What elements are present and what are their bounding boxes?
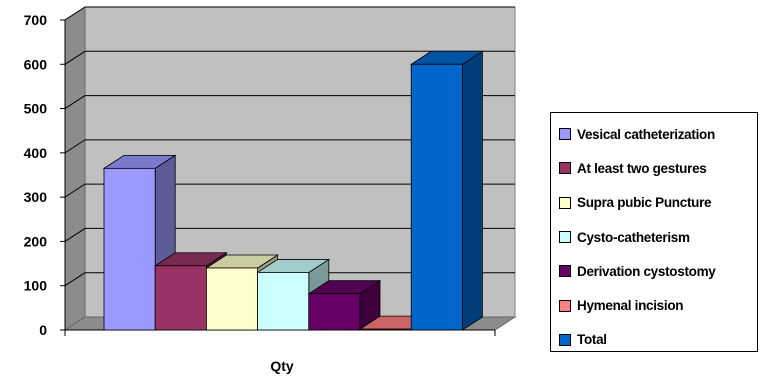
legend-label: Hymenal incision bbox=[577, 298, 684, 314]
gridline-side bbox=[64, 95, 86, 109]
y-tick-label: 600 bbox=[24, 56, 48, 72]
legend-item: Cysto-catheterism bbox=[559, 220, 757, 254]
gridline-side bbox=[64, 139, 86, 154]
y-tick-label: 400 bbox=[24, 145, 48, 161]
legend-item: Vesical catheterization bbox=[559, 117, 757, 151]
legend-swatch bbox=[559, 162, 571, 175]
legend-swatch bbox=[559, 299, 571, 312]
y-tick-labels: 0 100 200 300 400 500 600 700 bbox=[24, 12, 65, 338]
bar-total bbox=[409, 50, 484, 331]
gridline-side bbox=[64, 50, 86, 65]
bar-front bbox=[308, 293, 361, 331]
bar-front bbox=[205, 267, 258, 331]
bar-front bbox=[410, 63, 463, 331]
y-tick-label: 0 bbox=[39, 322, 47, 338]
bar-vesical-catheterization bbox=[102, 154, 177, 331]
y-tick-label: 700 bbox=[24, 12, 48, 28]
bar-front bbox=[359, 328, 412, 331]
legend-label: Derivation cystostomy bbox=[577, 263, 716, 279]
bar-side bbox=[461, 50, 483, 331]
side-wall bbox=[64, 6, 86, 331]
bar-front bbox=[257, 272, 310, 331]
gridline-side bbox=[64, 272, 86, 287]
legend-label: Total bbox=[577, 332, 607, 348]
legend: Vesical catheterization At least two gest… bbox=[550, 112, 758, 352]
gridline-side bbox=[64, 6, 86, 21]
bar-front bbox=[103, 167, 156, 331]
legend-swatch bbox=[559, 231, 571, 244]
legend-item: Supra pubic Puncture bbox=[559, 186, 757, 220]
bars bbox=[102, 50, 484, 331]
legend-swatch bbox=[559, 265, 571, 278]
gridline-side bbox=[64, 183, 86, 198]
legend-item: Total bbox=[559, 323, 757, 357]
legend-label: Supra pubic Puncture bbox=[577, 195, 712, 211]
legend-swatch bbox=[559, 128, 571, 141]
y-tick-label: 100 bbox=[24, 278, 48, 294]
bar-front bbox=[154, 265, 207, 331]
legend-swatch bbox=[559, 196, 571, 209]
legend-label: At least two gestures bbox=[577, 160, 707, 176]
gridline-side bbox=[64, 228, 86, 242]
x-axis-label: Qty bbox=[270, 358, 294, 374]
legend-item: Hymenal incision bbox=[559, 288, 757, 322]
legend-item: Derivation cystostomy bbox=[559, 254, 757, 288]
legend-label: Cysto-catheterism bbox=[577, 229, 690, 245]
y-tick-label: 500 bbox=[24, 101, 48, 117]
legend-label: Vesical catheterization bbox=[577, 126, 715, 142]
legend-item: At least two gestures bbox=[559, 151, 757, 185]
legend-swatch bbox=[559, 333, 571, 346]
y-tick-label: 200 bbox=[24, 233, 48, 249]
bar-derivation-cystostomy bbox=[307, 279, 382, 331]
y-tick-label: 300 bbox=[24, 189, 48, 205]
